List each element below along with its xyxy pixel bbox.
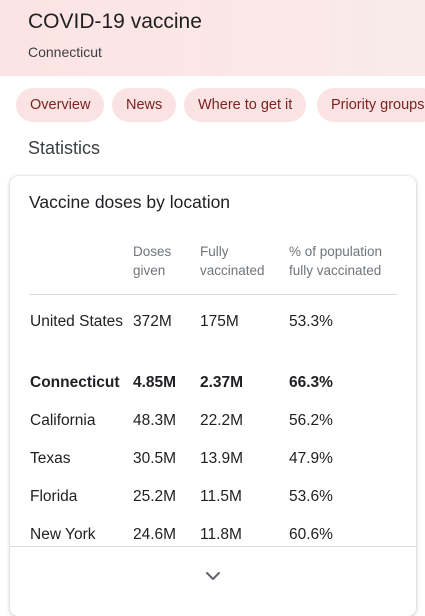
percent-cell: 60.6% xyxy=(289,526,333,543)
location-cell: Texas xyxy=(30,450,71,467)
column-header-fully-vaccinated: Fully vaccinated xyxy=(200,242,265,280)
chip-news[interactable]: News xyxy=(112,88,177,122)
column-header-percent: % of population fully vaccinated xyxy=(289,242,382,280)
doses-cell: 4.85M xyxy=(133,374,177,391)
chip-overview[interactable]: Overview xyxy=(16,88,105,122)
doses-cell: 30.5M xyxy=(133,450,177,467)
chip-where-to-get-it[interactable]: Where to get it xyxy=(184,88,307,122)
column-header-line: % of population xyxy=(289,244,383,259)
location-cell: Florida xyxy=(30,488,78,505)
chip-bar: Overview News Where to get it Priority g… xyxy=(16,88,425,122)
column-header-line: vaccinated xyxy=(200,263,265,278)
page-title: COVID-19 vaccine xyxy=(28,10,202,33)
percent-cell: 56.2% xyxy=(289,412,333,429)
divider xyxy=(29,294,397,295)
chevron-down-icon[interactable] xyxy=(203,569,223,583)
section-title: Statistics xyxy=(28,138,101,158)
fully-cell: 11.8M xyxy=(200,526,242,543)
percent-cell: 47.9% xyxy=(289,450,333,467)
expand-table-bar[interactable] xyxy=(10,546,416,607)
vaccine-stats-card: Vaccine doses by location Doses given Fu… xyxy=(10,176,416,616)
column-header-line: given xyxy=(133,263,166,278)
fully-cell: 13.9M xyxy=(200,450,244,467)
fully-cell: 11.5M xyxy=(200,488,242,505)
fully-cell: 2.37M xyxy=(200,374,244,391)
location-cell: California xyxy=(30,412,96,429)
chip-priority-groups[interactable]: Priority groups xyxy=(317,88,425,122)
location-cell: United States xyxy=(30,313,124,330)
fully-cell: 22.2M xyxy=(200,412,244,429)
doses-cell: 24.6M xyxy=(133,526,177,543)
percent-cell: 53.6% xyxy=(289,488,333,505)
doses-cell: 48.3M xyxy=(133,412,177,429)
doses-cell: 372M xyxy=(133,313,172,330)
fully-cell: 175M xyxy=(200,313,239,330)
column-header-doses: Doses given xyxy=(133,242,171,280)
column-header-line: Doses xyxy=(133,244,172,259)
column-header-line: Fully xyxy=(200,244,229,259)
page-subtitle: Connecticut xyxy=(28,44,102,60)
doses-cell: 25.2M xyxy=(133,488,177,505)
percent-cell: 53.3% xyxy=(289,313,333,330)
header: COVID-19 vaccine Connecticut xyxy=(0,0,425,76)
location-cell: New York xyxy=(30,526,96,543)
column-header-line: fully vaccinated xyxy=(289,263,382,278)
card-title: Vaccine doses by location xyxy=(29,192,231,212)
location-cell: Connecticut xyxy=(30,374,120,391)
percent-cell: 66.3% xyxy=(289,374,333,391)
